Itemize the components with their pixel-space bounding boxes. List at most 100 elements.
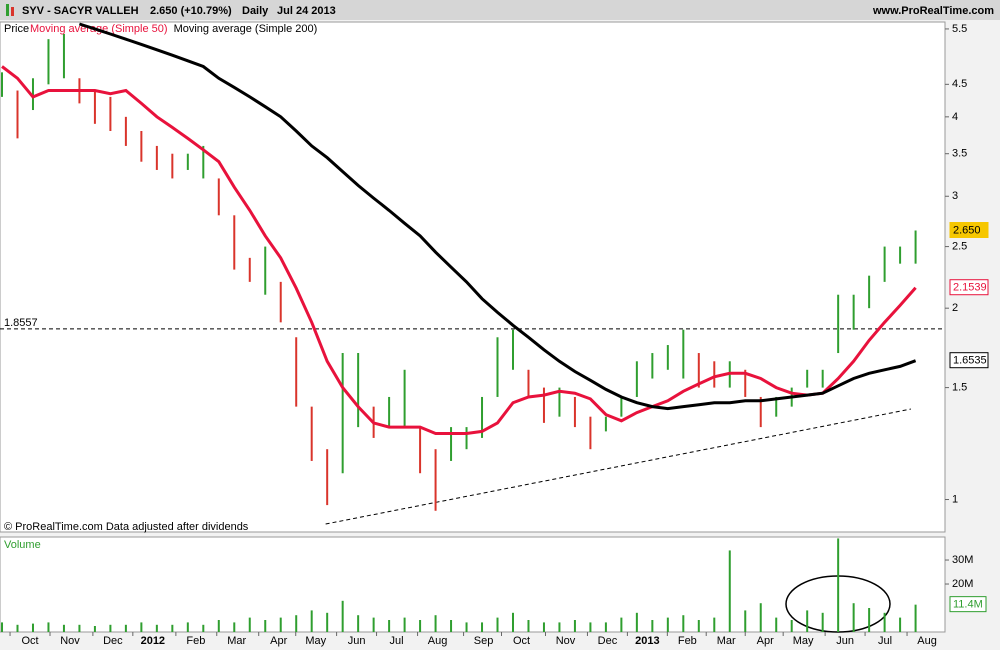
x-tick-label: Jul — [390, 635, 404, 647]
volume-bar — [93, 626, 96, 632]
x-tick-label: Jun — [836, 635, 854, 647]
x-tick-label: 2012 — [141, 635, 165, 647]
volume-bar — [326, 612, 329, 632]
x-tick-label: Sep — [474, 635, 494, 647]
volume-bar — [16, 624, 19, 632]
volume-bar — [403, 617, 406, 632]
volume-bar — [527, 620, 530, 632]
volume-bar — [248, 617, 251, 632]
volume-bar — [744, 610, 747, 632]
x-tick-label: Mar — [717, 635, 736, 647]
moving-average-line — [78, 22, 917, 411]
x-tick-label: Dec — [103, 635, 123, 647]
volume-marker-label: 11.4M — [953, 599, 983, 611]
volume-bar — [186, 622, 189, 632]
source: www.ProRealTime.com — [872, 5, 994, 17]
volume-bar — [558, 622, 561, 632]
quote: 2.650 (+10.79%) — [150, 5, 232, 17]
x-tick-label: May — [793, 635, 814, 647]
volume-bar — [852, 603, 855, 632]
legend-entry: Moving average (Simple 200) — [174, 23, 318, 35]
volume-bar — [109, 624, 112, 632]
price-marker-label: 2.1539 — [953, 282, 987, 294]
moving-average-line — [1, 65, 917, 435]
volume-title: Volume — [4, 539, 41, 551]
y-tick-label: 4.5 — [952, 78, 967, 90]
volume-bar — [1, 622, 4, 632]
volume-bar — [775, 617, 778, 632]
footnote: © ProRealTime.com Data adjusted after di… — [4, 521, 249, 533]
y-tick-label: 30M — [952, 554, 973, 566]
y-tick-label: 5.5 — [952, 23, 967, 35]
volume-bar — [124, 624, 127, 632]
volume-bar — [341, 600, 344, 632]
volume-bar — [434, 615, 437, 632]
x-tick-label: Oct — [513, 635, 530, 647]
volume-bar — [171, 624, 174, 632]
volume-bar — [883, 612, 886, 632]
x-tick-label: Dec — [598, 635, 618, 647]
volume-bar — [155, 624, 158, 632]
volume-bar — [821, 612, 824, 632]
volume-bar — [899, 617, 902, 632]
volume-bar — [496, 617, 499, 632]
volume-bar — [651, 620, 654, 632]
volume-bar — [713, 617, 716, 632]
volume-bar — [450, 620, 453, 632]
logo — [6, 4, 9, 16]
logo — [11, 7, 14, 16]
price-marker-label: 1.6535 — [953, 355, 987, 367]
volume-bar — [542, 622, 545, 632]
volume-marker — [949, 596, 987, 613]
volume-bar — [573, 620, 576, 632]
volume-bar — [914, 604, 917, 632]
x-tick-label: Jun — [348, 635, 366, 647]
volume-bar — [202, 624, 205, 632]
price-panel — [0, 21, 946, 533]
volume-bar — [419, 620, 422, 632]
price-marker-label: 2.650 — [953, 224, 981, 236]
volume-bar — [264, 620, 267, 632]
x-tick-label: Apr — [757, 635, 774, 647]
volume-bar — [310, 610, 313, 632]
y-tick-label: 3 — [952, 190, 958, 202]
x-tick-label: 2013 — [635, 635, 659, 647]
volume-bar — [806, 610, 809, 632]
volume-bar — [295, 615, 298, 632]
y-tick-label: 2 — [952, 302, 958, 314]
x-tick-label: May — [305, 635, 326, 647]
y-tick-label: 1.5 — [952, 382, 967, 394]
volume-bar — [140, 622, 143, 632]
level-label: 1.8557 — [4, 317, 38, 329]
y-tick-label: 1 — [952, 493, 958, 505]
volume-bar — [682, 615, 685, 632]
volume-bar — [635, 612, 638, 632]
volume-bar — [465, 622, 468, 632]
volume-bar — [372, 617, 375, 632]
volume-bar — [666, 617, 669, 632]
volume-bar — [604, 622, 607, 632]
volume-bar — [620, 617, 623, 632]
x-tick-label: Jul — [878, 635, 892, 647]
period: Daily — [242, 5, 269, 17]
y-tick-label: 20M — [952, 578, 973, 590]
x-tick-label: Nov — [556, 635, 576, 647]
volume-bar — [728, 550, 731, 632]
price-marker — [949, 222, 989, 239]
x-tick-label: Mar — [227, 635, 246, 647]
y-tick-label: 3.5 — [952, 148, 967, 160]
trend-line — [325, 408, 912, 525]
title: SYV - SACYR VALLEH — [22, 5, 139, 17]
volume-bar — [78, 624, 81, 632]
x-tick-label: Aug — [428, 635, 448, 647]
volume-bar — [759, 603, 762, 632]
x-tick-label: Aug — [917, 635, 937, 647]
header-bar — [0, 0, 1000, 20]
volume-bar — [589, 622, 592, 632]
x-tick-label: Feb — [678, 635, 697, 647]
volume-bar — [62, 624, 65, 632]
price-marker — [949, 279, 989, 296]
volume-bar — [790, 620, 793, 632]
